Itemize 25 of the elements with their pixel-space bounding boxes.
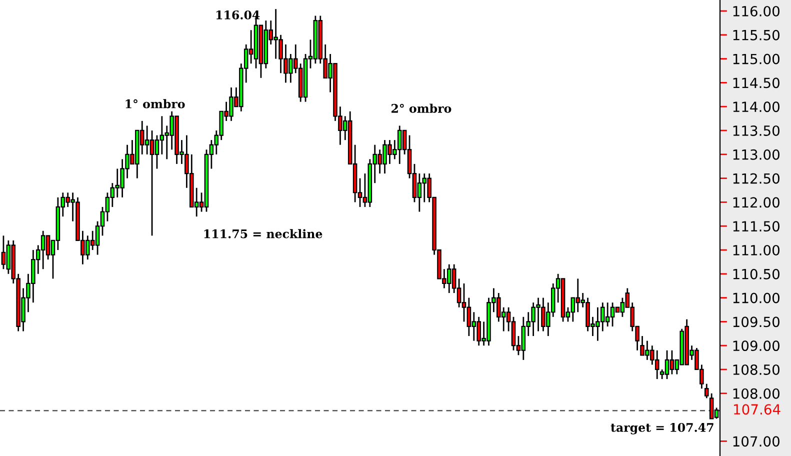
- annotation: 2° ombro: [392, 104, 452, 113]
- y-tick-label: 113.50: [733, 125, 780, 136]
- y-tick-label: 108.50: [733, 364, 780, 375]
- y-tick-label: 112.50: [733, 173, 780, 184]
- annotation: target = 107.47: [610, 422, 714, 434]
- y-tick-label: 115.00: [733, 54, 780, 64]
- y-tick-label: 109.00: [733, 340, 780, 352]
- y-tick-label: 110.00: [733, 292, 780, 304]
- annotation: 116.04: [216, 10, 260, 20]
- y-tick-label: 114.50: [733, 78, 780, 88]
- y-tick-label: 108.00: [733, 388, 780, 399]
- y-tick-label: 111.00: [733, 244, 780, 256]
- y-tick-label: 107.00: [733, 436, 780, 447]
- y-tick-label: 115.50: [733, 30, 780, 40]
- y-tick-label: 110.50: [733, 268, 780, 280]
- y-tick-label: 109.50: [733, 316, 780, 328]
- annotation: 111.75 = neckline: [204, 229, 322, 238]
- y-tick-label: 111.50: [733, 221, 780, 232]
- y-tick-label: 114.00: [733, 102, 780, 112]
- y-tick-label: 112.00: [733, 197, 780, 208]
- annotation: 1° ombro: [126, 99, 185, 108]
- candlestick: [704, 383, 709, 399]
- y-tick-label: 113.00: [733, 149, 780, 160]
- y-tick-label: 116.00: [733, 6, 780, 16]
- ref-line-label: 107.64: [734, 404, 780, 415]
